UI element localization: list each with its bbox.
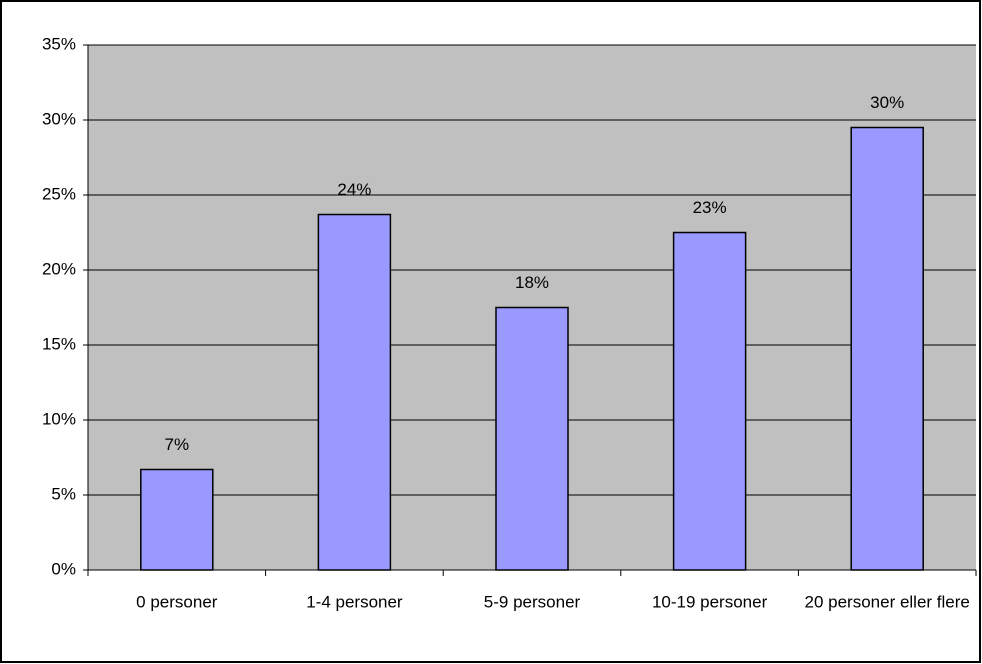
bar xyxy=(850,126,924,571)
bar xyxy=(140,468,214,571)
y-tick-label: 0% xyxy=(51,559,76,578)
bar xyxy=(495,306,569,571)
y-tick-label: 15% xyxy=(42,334,76,353)
bar xyxy=(672,231,747,571)
data-label: 24% xyxy=(337,180,371,199)
x-tick-label: 0 personer xyxy=(136,592,218,611)
y-tick-label: 30% xyxy=(42,109,76,128)
x-tick-label: 5-9 personer xyxy=(484,592,581,611)
data-label: 18% xyxy=(515,273,549,292)
data-label: 7% xyxy=(165,435,190,454)
y-tick-label: 20% xyxy=(42,259,76,278)
x-tick-label: 1-4 personer xyxy=(306,592,403,611)
data-label: 30% xyxy=(870,93,904,112)
data-label: 23% xyxy=(693,198,727,217)
y-tick-label: 10% xyxy=(42,409,76,428)
y-tick-label: 5% xyxy=(51,484,76,503)
bar xyxy=(317,213,392,571)
x-tick-label: 20 personer eller flere xyxy=(805,592,970,611)
x-tick-label: 10-19 personer xyxy=(652,592,768,611)
y-tick-label: 35% xyxy=(42,34,76,53)
y-tick-label: 25% xyxy=(42,184,76,203)
